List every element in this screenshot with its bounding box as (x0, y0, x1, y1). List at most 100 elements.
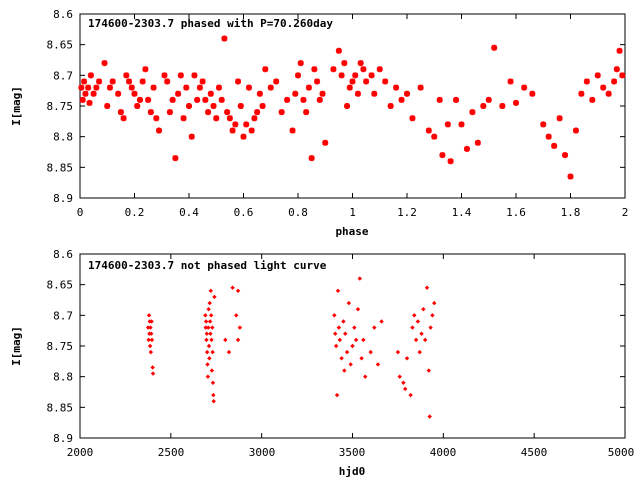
phased-data-point (357, 60, 364, 67)
phased-data-point (134, 103, 141, 109)
phased-data-point (338, 72, 345, 79)
phased-data-point (458, 121, 465, 128)
unphased-data-point (203, 325, 208, 330)
phased-panel: 174600-2303.7 phased with P=70.260day ph… (10, 8, 628, 238)
phased-data-point (453, 96, 460, 103)
unphased-x-axis-label: hjd0 (339, 465, 366, 478)
unphased-data-point (204, 331, 210, 336)
phased-data-point (314, 78, 321, 85)
unphased-data-point (359, 356, 364, 361)
unphased-data-point (223, 337, 228, 343)
unphased-data-point (341, 319, 346, 324)
phased-x-axis-label: phase (335, 225, 368, 238)
unphased-data-point (234, 313, 239, 318)
unphased-y-tick-label: 8.7 (53, 309, 73, 322)
phased-data-point (319, 90, 326, 97)
phased-data-point (235, 78, 242, 85)
unphased-data-point (332, 313, 337, 318)
unphased-data-point (150, 365, 155, 370)
phased-x-tick-label: 1.4 (452, 206, 472, 219)
phased-data-point (273, 78, 280, 85)
unphased-y-axis-label: I[mag] (10, 326, 23, 366)
phased-data-point (259, 103, 266, 109)
unphased-x-tick-label: 4000 (430, 446, 457, 459)
phased-data-point (491, 44, 498, 51)
unphased-data-point (337, 337, 342, 343)
unphased-data-point (426, 368, 431, 373)
unphased-data-point (204, 349, 210, 355)
phased-data-point (605, 90, 612, 97)
phased-data-point (147, 109, 154, 116)
phased-data-point (300, 96, 307, 103)
phased-data-point (245, 84, 252, 91)
unphased-x-tick-label: 3500 (339, 446, 366, 459)
phased-data-point (180, 115, 187, 122)
unphased-y-tick-label: 8.75 (47, 340, 74, 353)
unphased-data-point (348, 362, 353, 367)
phased-data-point (344, 103, 351, 109)
unphased-data-point (205, 362, 210, 367)
phased-data-point (382, 78, 389, 85)
phased-data-point (572, 127, 579, 134)
unphased-data-point (427, 414, 432, 419)
unphased-x-tick-label: 4500 (521, 446, 548, 459)
phased-data-point (175, 90, 182, 97)
unphased-data-point (146, 337, 151, 343)
phased-data-point (349, 78, 356, 85)
unphased-data-point (226, 349, 232, 355)
phased-data-point (431, 133, 438, 140)
phased-data-point (469, 109, 476, 116)
phased-data-point (186, 103, 192, 109)
unphased-data-point (379, 319, 384, 324)
phased-data-point (169, 96, 176, 103)
phased-data-point (262, 66, 269, 73)
phased-data-point (409, 115, 416, 122)
unphased-data-point (350, 343, 355, 349)
phased-data-point (295, 72, 301, 79)
phased-data-point (224, 109, 231, 116)
phased-data-point (578, 90, 585, 97)
phased-x-tick-label: 2 (622, 206, 629, 219)
unphased-data-point (344, 349, 350, 355)
phased-data-point (439, 152, 446, 159)
unphased-data-point (147, 343, 153, 349)
phased-data-point (226, 115, 233, 122)
phased-data-point (205, 109, 212, 116)
phased-data-point (215, 84, 222, 91)
unphased-data-point (397, 374, 402, 379)
phased-data-point (278, 109, 285, 116)
phased-data-point (616, 47, 623, 54)
phased-data-point (210, 103, 217, 109)
unphased-data-point (204, 337, 209, 343)
unphased-data-point (336, 325, 342, 330)
unphased-data-point (208, 331, 213, 336)
phased-data-point (232, 121, 239, 128)
unphased-data-point (211, 392, 216, 398)
unphased-x-tick-label: 5000 (608, 446, 635, 459)
phased-data-point (117, 109, 124, 116)
phased-data-point (393, 84, 400, 91)
phased-x-tick-label: 1.2 (397, 206, 417, 219)
unphased-data-point (335, 288, 341, 293)
phased-data-point (308, 155, 315, 162)
unphased-x-tick-label: 2000 (67, 446, 94, 459)
phased-data-point (567, 173, 574, 180)
unphased-data-point (410, 325, 415, 330)
phased-data-point (444, 121, 451, 128)
phased-x-tick-label: 1 (349, 206, 356, 219)
unphased-data-point (375, 362, 381, 367)
unphased-data-point (417, 349, 422, 355)
unphased-data-point (148, 325, 153, 330)
phased-data-point (136, 96, 143, 103)
phased-data-point (82, 90, 89, 97)
phased-data-point (145, 96, 152, 103)
phased-data-point (207, 90, 214, 97)
unphased-data-point (212, 294, 217, 300)
phased-data-point (474, 139, 481, 146)
phased-plot-frame (79, 13, 626, 199)
phased-x-tick-label: 0.8 (288, 206, 308, 219)
unphased-data-point (207, 356, 212, 361)
phased-data-point (376, 66, 383, 73)
phased-data-point (93, 84, 100, 91)
phased-data-point (322, 139, 329, 146)
